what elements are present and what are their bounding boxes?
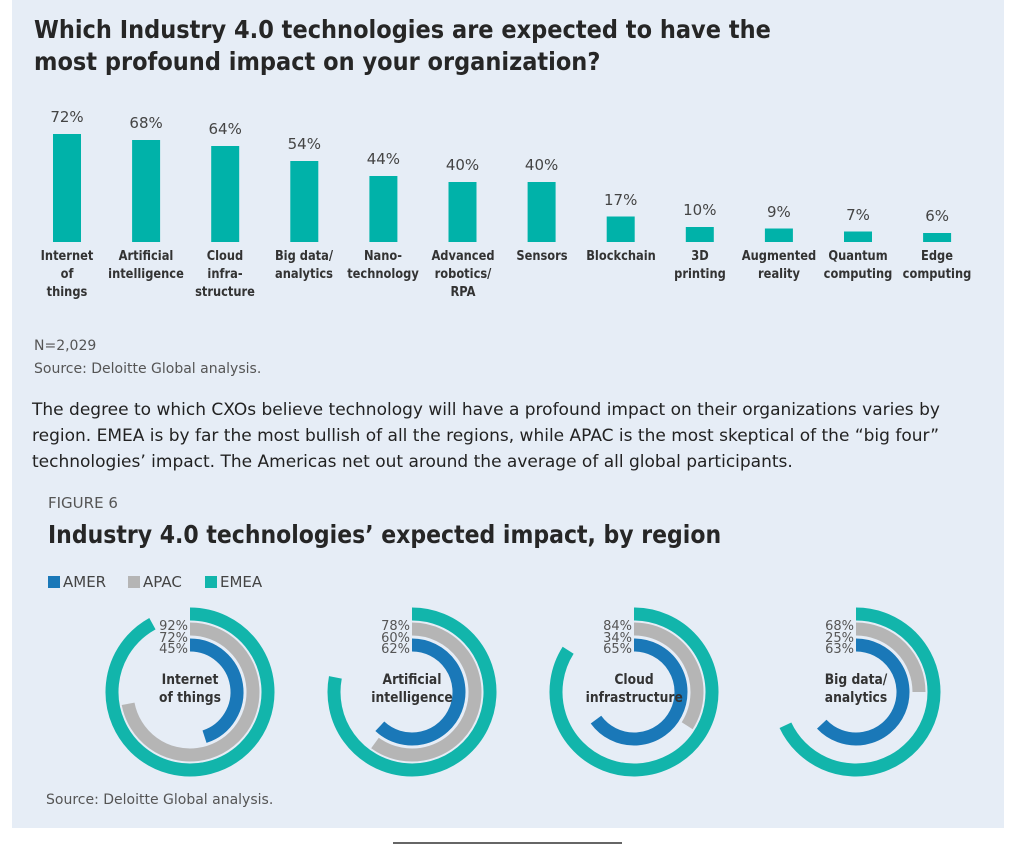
category-label: Internet of things [159,672,221,706]
value-label: 72% [159,630,188,646]
bar [923,233,952,242]
bar [764,228,793,242]
value-label: 44% [366,150,401,168]
panel [12,0,1004,828]
paragraph: The degree to which CXOs believe technol… [32,400,940,472]
value-label: 63% [825,642,854,657]
value-label: 84% [603,619,632,634]
legend-swatch [205,576,217,588]
value-label: 60% [381,630,410,646]
value-label: 9% [766,202,791,221]
arc [779,607,941,777]
value-label: 40% [524,156,559,174]
legend-swatch [128,576,140,588]
arc [371,622,482,762]
value-label: 40% [445,156,480,174]
value-label: 17% [604,190,638,209]
category-label: Big data/ analytics [824,672,888,706]
value-label: 92% [159,619,188,634]
bar [53,134,81,242]
legend-label: AMER [63,573,107,591]
value-label: 64% [208,120,242,138]
x-tick-label: Sensors [515,249,568,264]
bar [369,176,398,242]
value-label: 62% [381,642,410,657]
value-label: 6% [925,207,949,225]
arc [327,607,497,777]
x-tick-label: Nano- technology [347,249,420,282]
source: Source: Deloitte Global analysis. [46,792,274,808]
arc [105,607,275,777]
value-label: 7% [846,205,870,224]
arc [549,607,719,777]
bar [685,227,714,242]
x-tick-label: Quantum computing [823,249,893,282]
x-tick-label: Blockchain [585,249,656,264]
arc [817,638,910,746]
figure-label: FIGURE 6 [48,494,118,512]
value-label: 45% [159,642,188,657]
arc [121,622,260,762]
value-label: 78% [381,619,410,634]
bar [132,140,161,242]
chart-title: Which Industry 4.0 technologies are expe… [34,15,771,76]
value-label: 68% [825,619,854,634]
value-label: 72% [50,108,84,126]
bar [211,146,240,242]
value-label: 10% [683,201,717,219]
bar [290,161,319,242]
x-tick-label: Edge computing [902,249,972,282]
value-label: 34% [603,630,632,646]
x-tick-label: Cloud infra- structure [195,249,256,300]
value-label: 68% [129,114,163,132]
bar [606,216,635,242]
source: Source: Deloitte Global analysis. [34,361,262,377]
arc [590,638,688,746]
bar [448,182,477,242]
value-label: 25% [825,630,854,646]
bar [527,182,556,242]
value-label: 65% [603,642,632,657]
x-tick-label: Augmented reality [741,249,817,282]
category-label: Artificial intelligence [371,672,453,706]
bar [844,231,872,242]
x-tick-label: Internet of things [40,249,94,300]
arc [855,622,926,693]
note: N=2,029 [34,338,97,354]
legend-label: EMEA [220,573,263,591]
x-tick-label: Advanced robotics/ RPA [430,249,495,300]
arc [189,638,244,743]
x-tick-label: Artificial intelligence [108,249,184,282]
category-label: Cloud infrastructure [585,672,683,706]
legend-label: APAC [143,573,182,591]
arc [375,638,466,746]
x-tick-label: Big data/ analytics [275,249,334,282]
arc [633,622,704,730]
chart-title: Industry 4.0 technologies’ expected impa… [48,520,722,549]
x-tick-label: 3D printing [673,249,726,282]
legend-swatch [48,576,60,588]
value-label: 54% [287,135,321,153]
